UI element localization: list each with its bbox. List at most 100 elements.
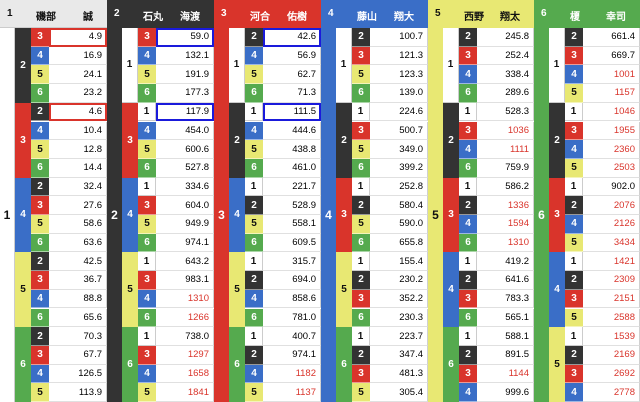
odds-value[interactable]: 71.3: [263, 84, 321, 103]
odds-value[interactable]: 32.4: [49, 177, 107, 197]
column-header-3[interactable]: 3 河合 佑樹: [214, 0, 321, 28]
odds-value[interactable]: 67.7: [49, 345, 107, 365]
odds-value[interactable]: 558.1: [263, 215, 321, 234]
odds-value[interactable]: 1594: [477, 215, 534, 234]
odds-value[interactable]: 586.2: [477, 177, 534, 197]
odds-value[interactable]: 974.1: [156, 233, 214, 253]
odds-value[interactable]: 2588: [583, 308, 640, 328]
odds-value[interactable]: 230.2: [370, 271, 428, 290]
odds-value[interactable]: 24.1: [49, 65, 107, 85]
odds-value[interactable]: 590.0: [370, 215, 428, 234]
odds-value[interactable]: 694.0: [263, 271, 321, 290]
odds-value[interactable]: 580.4: [370, 196, 428, 215]
odds-value[interactable]: 1336: [477, 196, 534, 215]
odds-value[interactable]: 42.5: [49, 252, 107, 272]
odds-value[interactable]: 759.9: [477, 158, 534, 178]
odds-value[interactable]: 100.7: [370, 28, 428, 47]
odds-value[interactable]: 1297: [156, 345, 214, 365]
odds-value[interactable]: 454.0: [156, 121, 214, 141]
odds-value[interactable]: 655.8: [370, 233, 428, 253]
column-header-5[interactable]: 5 西野 翔太: [428, 0, 534, 28]
odds-value[interactable]: 2309: [583, 271, 640, 290]
odds-value[interactable]: 59.0: [156, 28, 214, 47]
odds-value[interactable]: 1137: [263, 383, 321, 402]
column-header-6[interactable]: 6 榎 幸司: [534, 0, 640, 28]
odds-value[interactable]: 1266: [156, 308, 214, 328]
odds-value[interactable]: 1310: [156, 289, 214, 309]
odds-value[interactable]: 334.6: [156, 177, 214, 197]
odds-value[interactable]: 58.6: [49, 215, 107, 234]
odds-value[interactable]: 999.6: [477, 383, 534, 402]
odds-value[interactable]: 315.7: [263, 252, 321, 272]
odds-value[interactable]: 70.3: [49, 327, 107, 346]
odds-value[interactable]: 419.2: [477, 252, 534, 272]
odds-value[interactable]: 1036: [477, 121, 534, 141]
odds-value[interactable]: 2076: [583, 196, 640, 215]
odds-value[interactable]: 588.1: [477, 327, 534, 346]
odds-value[interactable]: 305.4: [370, 383, 428, 402]
odds-value[interactable]: 641.6: [477, 271, 534, 290]
odds-value[interactable]: 600.6: [156, 140, 214, 159]
odds-value[interactable]: 56.9: [263, 46, 321, 66]
odds-value[interactable]: 221.7: [263, 177, 321, 197]
odds-value[interactable]: 3434: [583, 233, 640, 253]
odds-value[interactable]: 438.8: [263, 140, 321, 159]
odds-value[interactable]: 528.9: [263, 196, 321, 215]
odds-value[interactable]: 65.6: [49, 308, 107, 328]
odds-value[interactable]: 349.0: [370, 140, 428, 159]
odds-value[interactable]: 1955: [583, 121, 640, 141]
odds-value[interactable]: 252.8: [370, 177, 428, 197]
odds-value[interactable]: 2151: [583, 289, 640, 309]
odds-value[interactable]: 177.3: [156, 84, 214, 103]
odds-value[interactable]: 669.7: [583, 46, 640, 66]
odds-value[interactable]: 2503: [583, 158, 640, 178]
odds-value[interactable]: 781.0: [263, 308, 321, 328]
odds-value[interactable]: 27.6: [49, 196, 107, 215]
odds-value[interactable]: 4.9: [49, 28, 107, 47]
odds-value[interactable]: 609.5: [263, 233, 321, 253]
column-header-2[interactable]: 2 石丸 海渡: [107, 0, 214, 28]
odds-value[interactable]: 12.8: [49, 140, 107, 159]
odds-value[interactable]: 528.3: [477, 102, 534, 122]
odds-value[interactable]: 783.3: [477, 289, 534, 309]
odds-value[interactable]: 230.3: [370, 308, 428, 328]
odds-value[interactable]: 565.1: [477, 308, 534, 328]
odds-value[interactable]: 1157: [583, 84, 640, 103]
odds-value[interactable]: 1001: [583, 65, 640, 85]
odds-value[interactable]: 461.0: [263, 158, 321, 178]
odds-value[interactable]: 62.7: [263, 65, 321, 85]
odds-value[interactable]: 1658: [156, 364, 214, 384]
odds-value[interactable]: 10.4: [49, 121, 107, 141]
odds-value[interactable]: 661.4: [583, 28, 640, 47]
odds-value[interactable]: 139.0: [370, 84, 428, 103]
odds-value[interactable]: 63.6: [49, 233, 107, 253]
odds-value[interactable]: 399.2: [370, 158, 428, 178]
odds-value[interactable]: 858.6: [263, 289, 321, 309]
column-header-1[interactable]: 1 磯部 誠: [0, 0, 107, 28]
odds-value[interactable]: 902.0: [583, 177, 640, 197]
odds-value[interactable]: 252.4: [477, 46, 534, 66]
odds-value[interactable]: 2169: [583, 345, 640, 365]
odds-value[interactable]: 1111: [477, 140, 534, 159]
odds-value[interactable]: 224.6: [370, 102, 428, 122]
odds-value[interactable]: 1310: [477, 233, 534, 253]
odds-value[interactable]: 347.4: [370, 345, 428, 365]
odds-value[interactable]: 88.8: [49, 289, 107, 309]
odds-value[interactable]: 191.9: [156, 65, 214, 85]
odds-value[interactable]: 604.0: [156, 196, 214, 215]
column-header-4[interactable]: 4 藤山 翔大: [321, 0, 428, 28]
odds-value[interactable]: 1182: [263, 364, 321, 384]
odds-value[interactable]: 1539: [583, 327, 640, 346]
odds-value[interactable]: 245.8: [477, 28, 534, 47]
odds-value[interactable]: 400.7: [263, 327, 321, 346]
odds-value[interactable]: 983.1: [156, 271, 214, 290]
odds-value[interactable]: 338.4: [477, 65, 534, 85]
odds-value[interactable]: 223.7: [370, 327, 428, 346]
odds-value[interactable]: 2360: [583, 140, 640, 159]
odds-value[interactable]: 2126: [583, 215, 640, 234]
odds-value[interactable]: 126.5: [49, 364, 107, 384]
odds-value[interactable]: 1421: [583, 252, 640, 272]
odds-value[interactable]: 444.6: [263, 121, 321, 141]
odds-value[interactable]: 643.2: [156, 252, 214, 272]
odds-value[interactable]: 132.1: [156, 46, 214, 66]
